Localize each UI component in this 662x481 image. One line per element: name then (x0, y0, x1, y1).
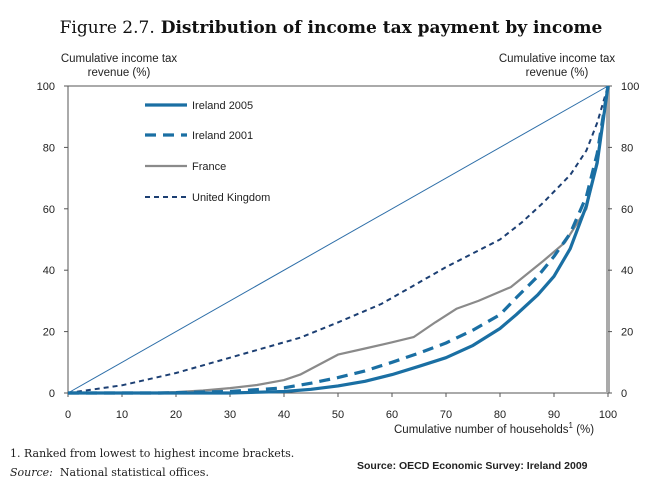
x-tick-label: 90 (548, 409, 560, 421)
x-tick-label: 40 (278, 409, 290, 421)
series-line-france (68, 85, 610, 395)
y-axis-title-right: Cumulative income tax revenue (%) (498, 53, 616, 79)
x-tick-label: 100 (599, 409, 617, 421)
y-tick-label-right: 60 (621, 204, 633, 216)
series-line-ireland-2005 (68, 85, 610, 395)
x-axis-title-footnote-mark: 1 (568, 421, 573, 430)
legend-label-ireland-2001: Ireland 2001 (192, 130, 253, 142)
x-tick-label: 20 (170, 409, 182, 421)
x-tick-label: 50 (332, 409, 344, 421)
series-line-reference (67, 85, 609, 394)
figure-title: Figure 2.7. Distribution of income tax pa… (0, 18, 662, 38)
footnote-source-text: National statistical offices. (59, 466, 209, 479)
y-tick-label-right: 100 (621, 81, 639, 93)
figure-title-text: Distribution of income tax payment by in… (160, 18, 603, 38)
series-line-ireland-2001 (68, 85, 610, 395)
y-tick-label-left: 0 (49, 388, 55, 400)
legend-label-france: France (192, 161, 226, 173)
x-tick-label: 0 (65, 409, 71, 421)
y-tick-label-right: 0 (621, 388, 627, 400)
y-tick-label-left: 60 (43, 204, 55, 216)
figure-number: Figure 2.7. (59, 18, 155, 38)
y-tick-label-left: 80 (43, 142, 55, 154)
x-axis-title-unit: (%) (576, 423, 595, 436)
y-tick-label-left: 100 (37, 81, 55, 93)
footnote-source: Source: National statistical offices. (10, 466, 209, 479)
y-tick-label-left: 40 (43, 265, 55, 277)
source-credit: Source: OECD Economic Survey: Ireland 20… (357, 460, 588, 472)
x-axis-title: Cumulative number of households1 (%) (394, 421, 594, 436)
x-tick-label: 70 (440, 409, 452, 421)
series-line-united-kingdom (67, 85, 609, 394)
y-tick-label-left: 20 (43, 327, 55, 339)
legend: Ireland 2005 Ireland 2001 France United Kin… (145, 100, 270, 204)
y-tick-label-right: 20 (621, 327, 633, 339)
legend-label-ireland-2005: Ireland 2005 (192, 100, 253, 112)
footnote-source-label: Source: (10, 466, 53, 479)
x-tick-label: 80 (494, 409, 506, 421)
y-tick-label-right: 80 (621, 142, 633, 154)
x-tick-label: 60 (386, 409, 398, 421)
x-tick-label: 30 (224, 409, 236, 421)
y-tick-label-right: 40 (621, 265, 633, 277)
x-tick-label: 10 (116, 409, 128, 421)
legend-label-united-kingdom: United Kingdom (192, 192, 270, 204)
series-lines (67, 85, 610, 395)
footnote-1: 1. Ranked from lowest to highest income … (10, 447, 295, 460)
x-axis-title-text: Cumulative number of households (394, 423, 569, 436)
y-axis-title-left: Cumulative income tax revenue (%) (60, 53, 178, 79)
